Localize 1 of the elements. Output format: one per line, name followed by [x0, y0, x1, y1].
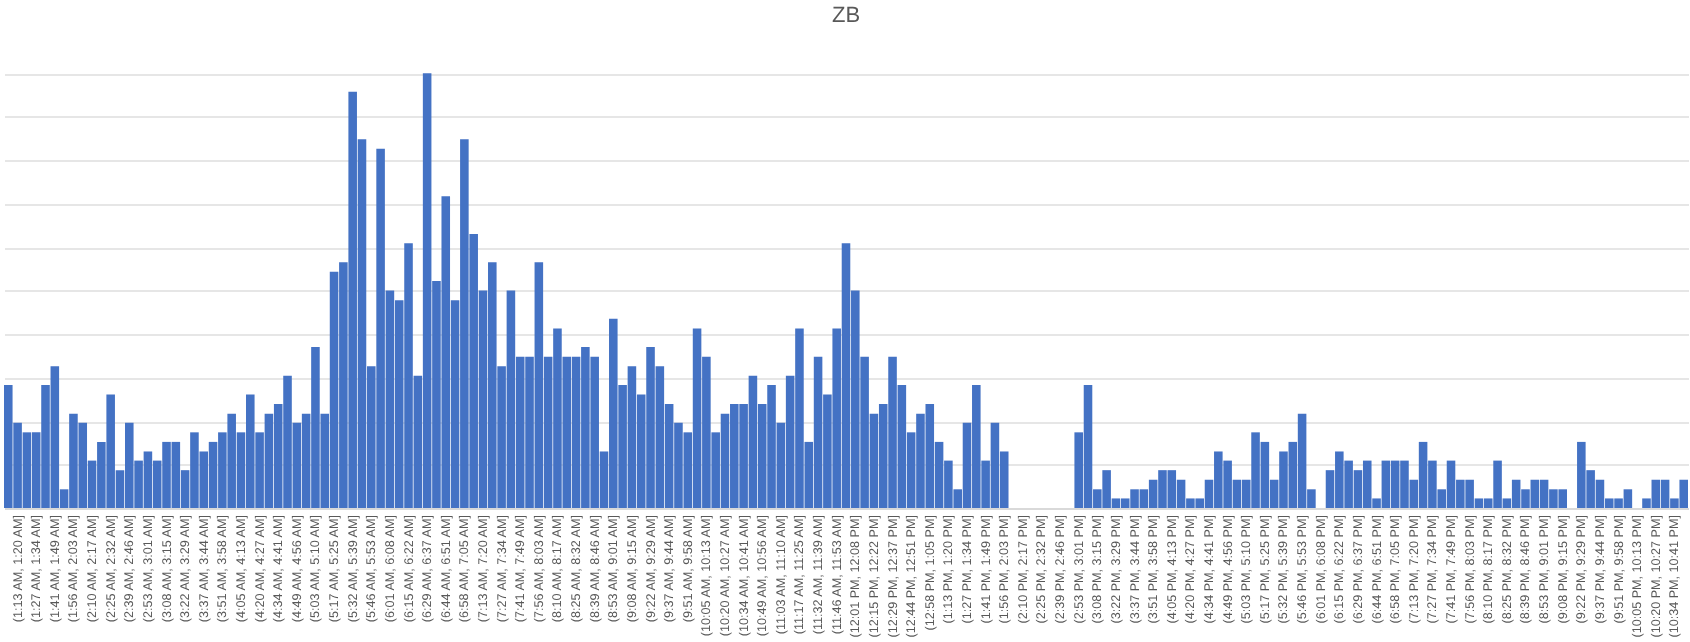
chart-title: ZB [831, 4, 861, 28]
